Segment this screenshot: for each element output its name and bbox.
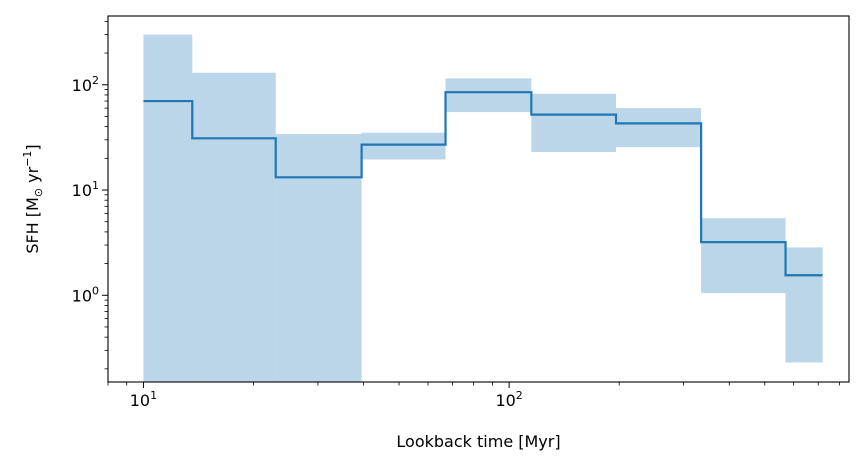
- uncertainty-band-1: [143, 34, 193, 382]
- sfh-step-line: [143, 91, 823, 277]
- x-tick-label: 101: [130, 389, 157, 410]
- x-axis-label: Lookback time [Myr]: [396, 432, 560, 451]
- y-tick-label: 100: [72, 284, 99, 305]
- uncertainty-band-6: [531, 93, 616, 152]
- uncertainty-band-8: [701, 218, 786, 294]
- minor-ticks: [104, 20, 840, 386]
- y-axis-label-sub: ⊙: [32, 188, 45, 197]
- y-axis: 100 101 102: [72, 74, 108, 305]
- y-axis-label: SFH [M⊙ yr−1]: [21, 144, 45, 253]
- uncertainty-band-4: [361, 132, 446, 160]
- uncertainty-band-3: [275, 134, 362, 382]
- uncertainty-band-2: [192, 72, 276, 383]
- uncertainty-band-9: [785, 247, 823, 363]
- uncertainty-bands: [143, 34, 823, 383]
- plot-frame: [107, 15, 850, 383]
- y-axis-label-base: SFH [M: [23, 197, 42, 254]
- x-tick-label: 102: [495, 389, 522, 410]
- y-axis-label-end: ]: [23, 144, 42, 150]
- y-axis-label-mid: yr: [23, 166, 42, 188]
- y-tick-label: 102: [72, 74, 99, 95]
- uncertainty-band-5: [445, 78, 532, 113]
- uncertainty-band-7: [615, 108, 702, 148]
- y-axis-label-sup: −1: [21, 151, 34, 167]
- x-axis: 101 102: [130, 382, 523, 410]
- y-tick-label: 101: [72, 179, 99, 200]
